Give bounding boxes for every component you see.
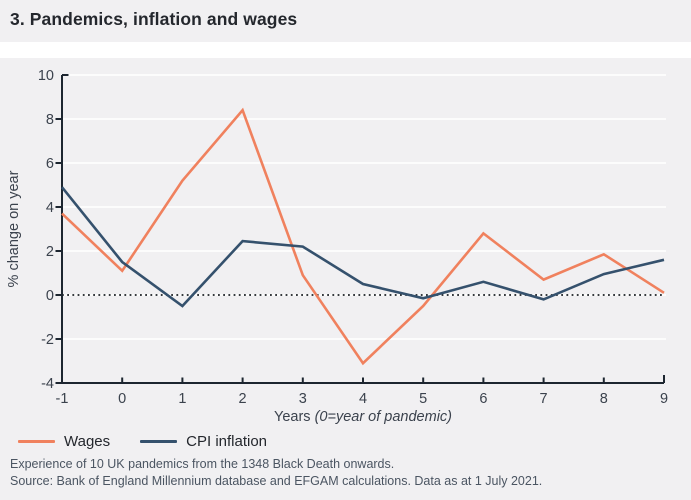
svg-text:6: 6 (46, 156, 54, 172)
line-chart: 10 8 6 4 2 0 -2 -4-1 0 1 2 3 4 5 6 7 8 9 Years (0=year of … (6, 68, 668, 425)
svg-text:6: 6 (479, 391, 487, 407)
legend-label: Wages (64, 432, 111, 450)
figure-title-bar: 3. Pandemics, inflation and wages (0, 0, 691, 42)
series-wages (61, 107, 665, 366)
svg-text:7: 7 (540, 391, 548, 407)
svg-text:0: 0 (46, 288, 54, 304)
series-cpi-inflation (60, 186, 665, 308)
svg-text:3: 3 (299, 391, 307, 407)
figure-title: 3. Pandemics, inflation and wages (10, 9, 298, 29)
axes (55, 74, 665, 384)
svg-text:-2: -2 (41, 332, 54, 348)
svg-text:2: 2 (239, 391, 247, 407)
svg-text:4: 4 (359, 391, 367, 407)
legend-item-wages: Wages (18, 433, 110, 450)
svg-text:10: 10 (38, 68, 54, 84)
footnote-line-2: Source: Bank of England Millennium datab… (10, 473, 543, 488)
footnotes: Experience of 10 UK pandemics from the 1… (10, 456, 680, 489)
svg-text:9: 9 (660, 391, 668, 407)
svg-text:0: 0 (118, 391, 126, 407)
chart-panel: 10 8 6 4 2 0 -2 -4 -1 0 1 2 3 4 5 6 7 8 9 Years (0=year of … (0, 58, 691, 500)
svg-text:1: 1 (178, 391, 186, 407)
svg-text:4: 4 (46, 200, 54, 216)
legend-item-cpi-inflation: CPI inflation (140, 433, 267, 450)
svg-text:5: 5 (419, 391, 427, 407)
legend-swatch (140, 439, 178, 443)
legend-label: CPI inflation (186, 432, 268, 450)
x-axis-title: Years (0=year of pandemic) (274, 409, 452, 425)
svg-text:8: 8 (600, 391, 608, 407)
y-axis-title: % change on year (6, 170, 22, 287)
svg-text:-1: -1 (56, 391, 69, 407)
svg-text:8: 8 (46, 112, 54, 128)
svg-text:2: 2 (46, 244, 54, 260)
footnote-line-1: Experience of 10 UK pandemics from the 1… (10, 457, 395, 471)
svg-text:-4: -4 (41, 376, 54, 392)
legend-swatch (18, 439, 55, 443)
legend: Wages CPI inflation (18, 433, 267, 450)
y-tick-labels: 10 8 6 4 2 0 -2 -4 (38, 68, 54, 392)
x-tick-labels: -1 0 1 2 3 4 5 6 7 8 9 (56, 391, 668, 407)
gridlines (62, 74, 666, 340)
